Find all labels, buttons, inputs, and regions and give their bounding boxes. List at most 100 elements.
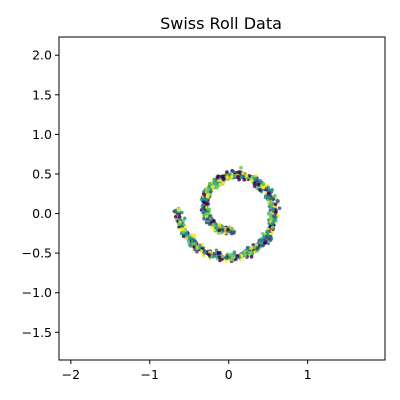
data-point [180, 227, 184, 232]
data-point [195, 250, 199, 254]
data-point [192, 233, 197, 238]
data-point [214, 248, 219, 253]
data-point [272, 218, 276, 223]
data-point [211, 222, 215, 227]
data-point [224, 259, 228, 263]
data-point [184, 231, 189, 236]
data-point [215, 185, 219, 190]
data-point [256, 182, 261, 187]
data-point [204, 202, 209, 206]
data-point [210, 225, 214, 229]
data-point [270, 221, 275, 225]
y-tick-label: −0.5 [22, 246, 52, 261]
data-point [252, 245, 257, 249]
data-point [252, 177, 257, 181]
data-point [262, 234, 266, 239]
y-tick-label: 1.5 [32, 87, 52, 102]
data-point [234, 257, 238, 262]
y-tick-label: −1.5 [22, 325, 52, 340]
data-point [264, 235, 269, 240]
data-point [181, 230, 186, 234]
data-point [246, 245, 251, 250]
data-point [205, 217, 210, 221]
data-point [272, 214, 276, 219]
data-point [236, 174, 240, 179]
data-point [206, 187, 211, 192]
data-point [268, 238, 273, 243]
data-point [258, 188, 262, 192]
data-point [264, 187, 269, 192]
data-point [220, 174, 224, 179]
data-point [270, 187, 274, 192]
data-point [242, 177, 247, 182]
data-point [181, 219, 186, 223]
data-point [187, 240, 191, 245]
data-point [172, 209, 177, 214]
data-point [177, 215, 182, 219]
x-axis: −2 −1 0 1 [62, 360, 312, 382]
data-point [178, 218, 183, 222]
points-layer [172, 165, 282, 263]
data-point [188, 243, 192, 247]
y-axis: −1.5 −1.0 −0.5 0.0 0.5 1.0 1.5 2.0 [22, 48, 59, 340]
data-point [266, 212, 271, 216]
data-point [230, 255, 234, 259]
data-point [217, 228, 221, 232]
data-point [221, 180, 225, 185]
data-point [265, 230, 270, 234]
data-point [217, 255, 222, 260]
data-point [230, 174, 234, 179]
data-point [226, 227, 230, 232]
data-point [260, 231, 265, 236]
data-point [274, 208, 278, 213]
data-point [276, 199, 280, 203]
x-tick-label: 1 [304, 367, 312, 382]
data-point [268, 235, 273, 239]
y-tick-label: 1.0 [32, 127, 52, 142]
data-point [273, 202, 278, 206]
data-point [173, 215, 178, 219]
data-point [252, 184, 257, 188]
y-tick-label: −1.0 [22, 285, 52, 300]
data-point [237, 170, 241, 174]
data-point [266, 241, 271, 246]
data-point [218, 182, 222, 187]
data-point [255, 179, 260, 183]
data-point [223, 255, 228, 260]
data-point [208, 250, 212, 254]
data-point [263, 195, 268, 200]
data-point [177, 222, 181, 227]
data-point [200, 242, 205, 247]
data-point [268, 195, 272, 200]
data-point [220, 254, 225, 259]
data-point [267, 191, 271, 196]
data-point [207, 207, 212, 212]
data-point [230, 231, 234, 236]
data-point [244, 173, 249, 178]
data-point [207, 253, 211, 257]
data-point [185, 234, 190, 239]
data-point [245, 251, 249, 255]
data-point [249, 178, 254, 183]
y-tick-label: 0.5 [32, 166, 52, 181]
data-point [261, 243, 265, 248]
data-point [273, 194, 277, 198]
data-point [176, 207, 181, 212]
data-point [225, 170, 229, 174]
data-point [202, 209, 206, 214]
data-point [200, 204, 205, 208]
y-tick-label: 2.0 [32, 48, 52, 63]
data-point [249, 255, 254, 259]
x-tick-label: −2 [62, 367, 80, 382]
data-point [202, 251, 207, 255]
data-point [202, 200, 206, 205]
data-point [249, 246, 253, 251]
y-tick-label: 0.0 [32, 206, 52, 221]
data-point [271, 197, 276, 201]
data-point [268, 202, 272, 207]
data-point [225, 175, 230, 179]
data-point [256, 245, 260, 250]
chart-title: Swiss Roll Data [160, 14, 282, 33]
data-point [258, 178, 262, 183]
data-point [199, 249, 204, 253]
